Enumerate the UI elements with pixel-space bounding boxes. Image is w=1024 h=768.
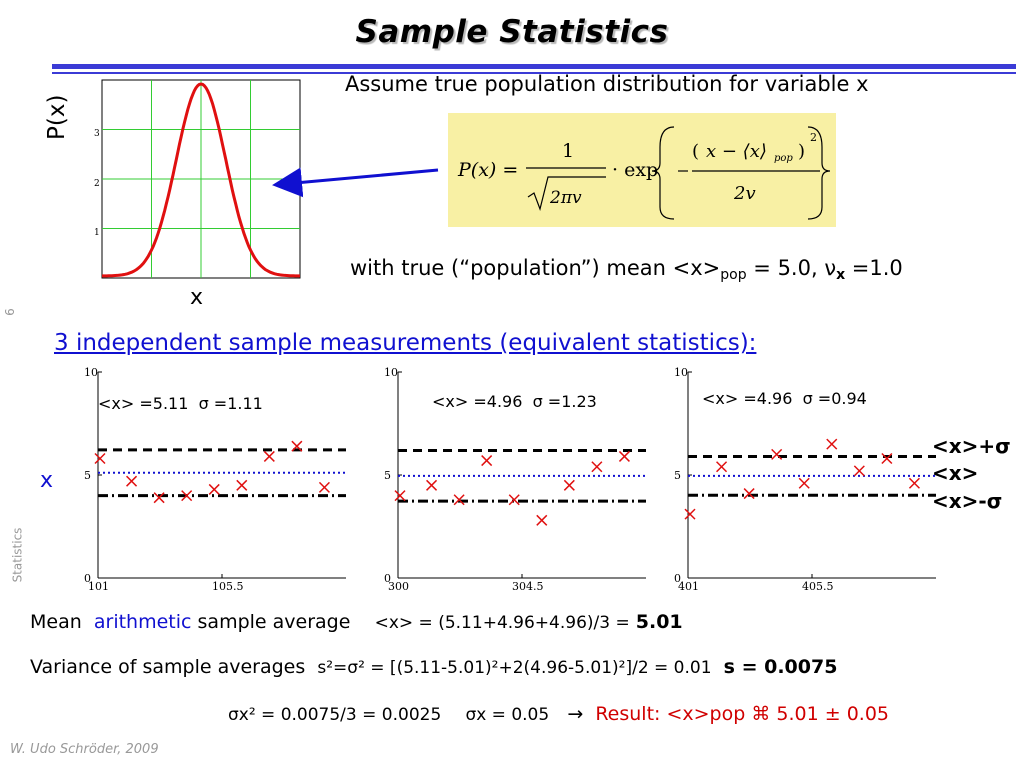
svg-text:2: 2 bbox=[810, 131, 817, 144]
panel1-stats: <x> =5.11 σ =1.11 bbox=[98, 394, 263, 413]
data-point-x-marker bbox=[426, 479, 438, 491]
data-point-x-marker bbox=[536, 514, 548, 526]
x-tick-label: 401 bbox=[678, 580, 699, 593]
data-point-x-marker bbox=[798, 477, 810, 489]
gaussian-curve bbox=[102, 82, 300, 278]
data-point-x-marker bbox=[853, 465, 865, 477]
section-heading: 3 independent sample measurements (equiv… bbox=[54, 330, 757, 356]
data-point-x-marker bbox=[153, 492, 165, 504]
footer-author: W. Udo Schröder, 2009 bbox=[10, 742, 159, 757]
sample-panel-1: 0 5 10 101 105.5 bbox=[84, 366, 346, 593]
data-point-x-marker bbox=[743, 488, 755, 500]
formula-lhs: P(x) = bbox=[457, 159, 518, 181]
sample-panel-2: 0 5 10 300 304.5 bbox=[384, 366, 646, 593]
panel3-stats: <x> =4.96 σ =0.94 bbox=[702, 389, 867, 408]
variance-line: Variance of sample averages s²=σ² = [(5.… bbox=[30, 656, 838, 678]
assume-text: Assume true population distribution for … bbox=[345, 72, 869, 96]
data-point-x-marker bbox=[826, 438, 838, 450]
data-point-x-marker bbox=[208, 483, 220, 495]
gaussian-plot: 3 2 1 bbox=[94, 79, 301, 279]
y-tick-label: 5 bbox=[384, 469, 391, 482]
data-point-x-marker bbox=[508, 494, 520, 506]
formula-box: P(x) = 1 2πv · exp ( x − ⟨x⟩ pop ) 2 2v bbox=[448, 113, 836, 227]
y-tick-label: 0 bbox=[384, 572, 391, 585]
px-axis-label: P(x) bbox=[44, 94, 70, 140]
data-point-x-marker bbox=[618, 450, 630, 462]
x-tick-label: 101 bbox=[88, 580, 109, 593]
data-point-x-marker bbox=[236, 479, 248, 491]
data-point-x-marker bbox=[481, 455, 493, 467]
slide-title: Sample Statistics bbox=[355, 14, 669, 50]
formula-denominator: 2πv bbox=[549, 188, 582, 208]
y-tick-label: 5 bbox=[674, 469, 681, 482]
result-line: σx² = 0.0075/3 = 0.0025 σx = 0.05 → Resu… bbox=[228, 703, 889, 725]
data-point-x-marker bbox=[908, 477, 920, 489]
sample-panel-3: 0 5 10 401 405.5 bbox=[674, 366, 936, 593]
sample-x-label: x bbox=[40, 468, 54, 493]
data-point-x-marker bbox=[563, 479, 575, 491]
slide-number: 6 bbox=[2, 308, 17, 316]
title-rule-thin bbox=[52, 72, 1016, 74]
formula-inner-paren-l: ( bbox=[692, 141, 699, 162]
formula-inner-sub: pop bbox=[774, 153, 793, 164]
legend-plus-sigma: <x>+σ bbox=[932, 434, 1011, 458]
data-point-x-marker bbox=[94, 452, 106, 465]
legend-minus-sigma: <x>-σ bbox=[932, 489, 1003, 513]
formula-exp: · exp bbox=[612, 159, 658, 181]
formula-inner-den: 2v bbox=[733, 183, 756, 204]
panel2-stats: <x> =4.96 σ =1.23 bbox=[432, 392, 597, 411]
legend-mean: <x> bbox=[932, 461, 979, 485]
side-label: Statistics bbox=[10, 527, 25, 583]
y-tick-label: 10 bbox=[674, 366, 688, 379]
x-tick-label: 405.5 bbox=[802, 580, 834, 593]
x-tick-label: 105.5 bbox=[212, 580, 244, 593]
data-point-x-marker bbox=[126, 475, 138, 487]
pointer-arrow bbox=[272, 167, 439, 198]
y-tick-label: 0 bbox=[674, 572, 681, 585]
data-point-x-marker bbox=[716, 461, 728, 473]
y-tick-label: 10 bbox=[384, 366, 398, 379]
data-point-x-marker bbox=[181, 490, 193, 502]
mean-line: Mean arithmetic sample average <x> = (5.… bbox=[30, 611, 683, 633]
data-point-x-marker bbox=[453, 494, 465, 506]
y-tick-label: 0 bbox=[84, 572, 91, 585]
formula-inner-paren-r: ) bbox=[798, 141, 805, 162]
data-point-x-marker bbox=[771, 448, 783, 460]
data-point-x-marker bbox=[291, 440, 303, 452]
data-point-x-marker bbox=[591, 461, 603, 473]
x-tick-label: 304.5 bbox=[512, 580, 544, 593]
x-axis-label: x bbox=[190, 285, 204, 310]
gauss-tick-3: 3 bbox=[94, 129, 100, 139]
data-point-x-marker bbox=[394, 490, 406, 502]
gaussian-formula: P(x) = 1 2πv · exp ( x − ⟨x⟩ pop ) 2 2v bbox=[457, 126, 831, 220]
data-point-x-marker bbox=[684, 508, 696, 520]
gauss-tick-2: 2 bbox=[94, 179, 100, 189]
y-tick-label: 5 bbox=[84, 469, 91, 482]
data-point-x-marker bbox=[263, 450, 275, 462]
data-point-x-marker bbox=[318, 481, 330, 493]
gauss-tick-1: 1 bbox=[94, 228, 100, 238]
formula-numerator: 1 bbox=[562, 140, 574, 162]
y-tick-label: 10 bbox=[84, 366, 98, 379]
data-point-x-marker bbox=[881, 452, 893, 465]
x-tick-label: 300 bbox=[388, 580, 409, 593]
title-rule bbox=[52, 64, 1016, 69]
population-params: with true (“population”) mean <x>pop = 5… bbox=[350, 256, 903, 283]
formula-inner-num: x − ⟨x⟩ bbox=[706, 141, 767, 162]
